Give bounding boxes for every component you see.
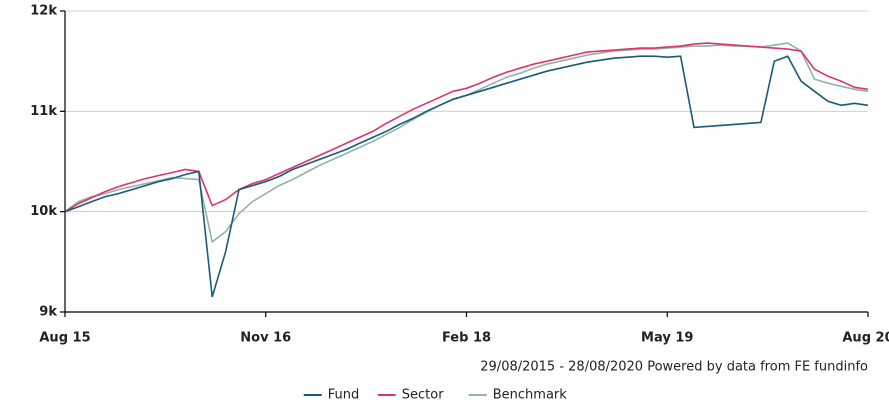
series-line [64, 55, 869, 298]
legend-label: Sector [402, 388, 444, 403]
y-tick-label: 10k [30, 204, 57, 219]
y-tick-label: 9k [39, 305, 57, 320]
y-tick-label: 11k [30, 104, 57, 119]
x-tick-label: Feb 18 [442, 331, 491, 346]
x-tick-label: Aug 15 [39, 331, 90, 346]
x-tick-label: May 19 [641, 331, 693, 346]
legend-label: Fund [328, 388, 360, 403]
legend-label: Benchmark [493, 388, 568, 403]
x-tick-label: Nov 16 [240, 331, 291, 346]
y-tick-label: 12k [30, 4, 57, 19]
series-line [64, 42, 869, 213]
source-note: 29/08/2015 - 28/08/2020 Powered by data … [480, 360, 868, 375]
x-tick-label: Aug 20 [842, 331, 889, 346]
